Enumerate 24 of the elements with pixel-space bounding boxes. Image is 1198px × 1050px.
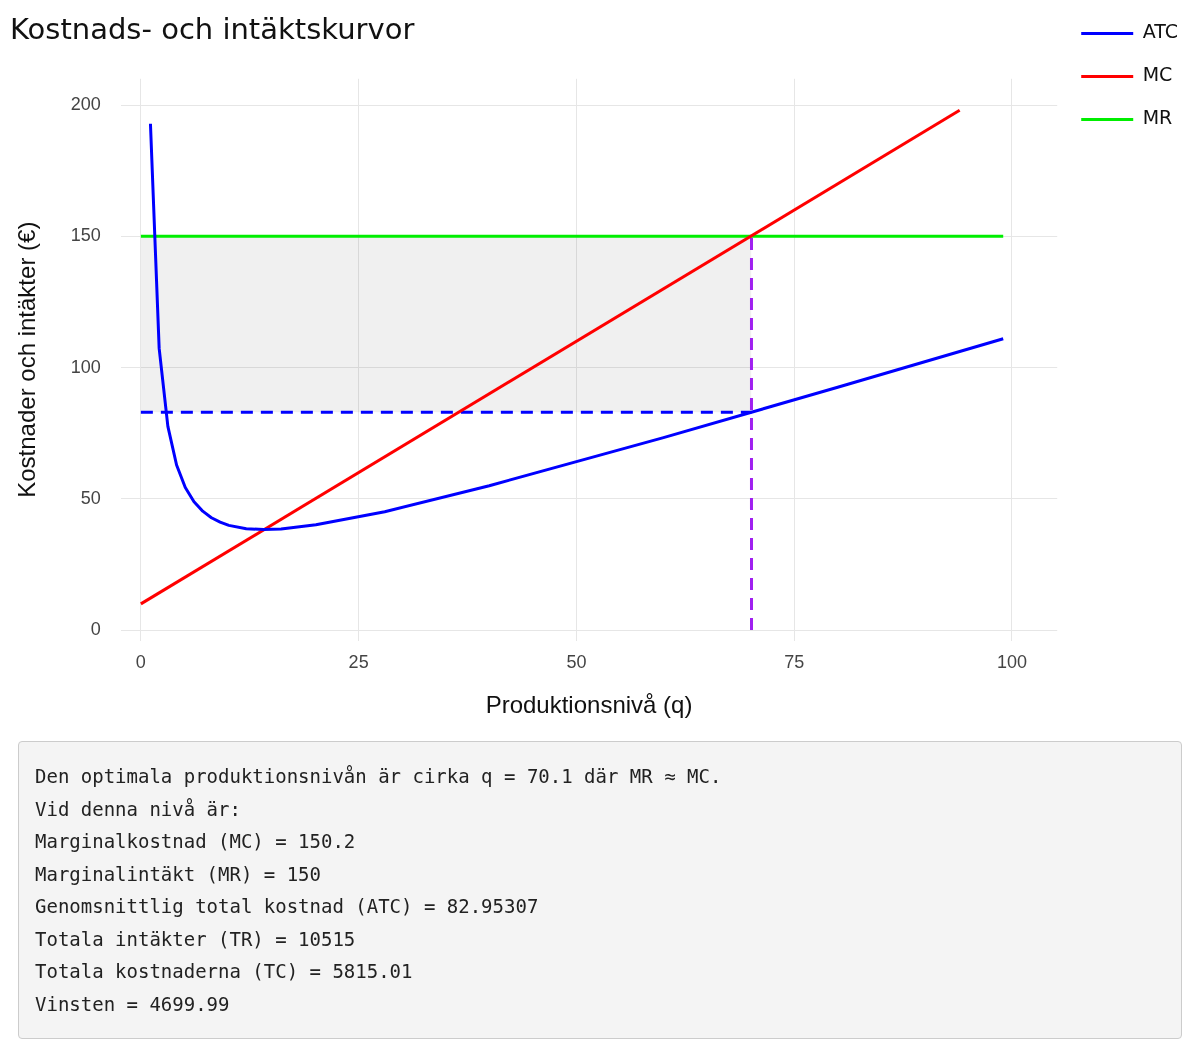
- text: Totala intäkter (TR) = 10515: [35, 926, 357, 952]
- x-tick-label: 50: [566, 652, 587, 673]
- x-tick-label: 75: [784, 652, 805, 673]
- text: Marginalkostnad (MC) = 150.2: [35, 829, 357, 854]
- legend-label: ATC: [1142, 20, 1179, 43]
- text: Vinsten = 4699.99: [35, 991, 231, 1017]
- x-tick-label: 100: [996, 652, 1027, 673]
- x-axis-title: Produktionsnivå (q): [485, 691, 693, 719]
- y-tick-label: 100: [70, 356, 101, 377]
- y-tick-label: 200: [70, 94, 101, 115]
- text: Totala kostnaderna (TC) = 5815.01: [35, 959, 414, 984]
- text: Marginalintäkt (MR) = 150: [35, 861, 322, 887]
- y-tick-label: 150: [70, 225, 101, 246]
- text: Genomsnittlig total kostnad (ATC) = 82.95307: [35, 894, 540, 919]
- legend-label: MC: [1142, 63, 1173, 86]
- chart-title: Kostnads- och intäktskurvor: [10, 11, 415, 46]
- text: Den optimala produktionsnivån är cirka q = 70.1 där MR ≈ MC.: [35, 764, 723, 789]
- y-tick-label: 0: [90, 619, 101, 640]
- y-axis-title: Kostnader och intäkter (€): [13, 221, 41, 498]
- y-tick-label: 50: [80, 487, 101, 508]
- text: Vid denna nivå är:: [35, 796, 242, 822]
- x-tick-label: 25: [348, 652, 369, 673]
- legend-label: MR: [1142, 106, 1173, 129]
- x-tick-label: 0: [135, 652, 146, 673]
